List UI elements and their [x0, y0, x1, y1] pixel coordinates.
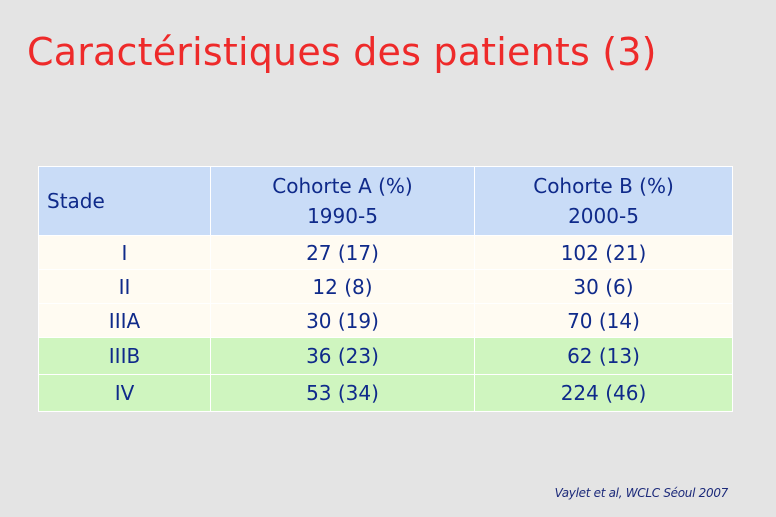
- table-row-highlighted: IV 53 (34) 224 (46): [38, 374, 733, 412]
- cohort-a-cell: 36 (23): [210, 337, 475, 375]
- table-row-highlighted: IIIB 36 (23) 62 (13): [38, 337, 733, 375]
- cohort-b-cell: 102 (21): [474, 235, 733, 270]
- table-row: IIIA 30 (19) 70 (14): [38, 303, 733, 338]
- slide-title: Caractéristiques des patients (3): [27, 30, 657, 74]
- source-citation: Vaylet et al, WCLC Séoul 2007: [554, 486, 729, 500]
- patient-stage-table: Stade Cohorte A (%) 1990-5 Cohorte B (%)…: [38, 166, 733, 412]
- cohort-a-cell: 30 (19): [210, 303, 475, 338]
- header-cohort-b-period: 2000-5: [568, 204, 639, 228]
- cohort-a-cell: 53 (34): [210, 374, 475, 412]
- cohort-a-cell: 27 (17): [210, 235, 475, 270]
- header-stade: Stade: [38, 166, 211, 236]
- cohort-b-cell: 62 (13): [474, 337, 733, 375]
- cohort-a-cell: 12 (8): [210, 269, 475, 304]
- stage-cell: I: [38, 235, 211, 270]
- cohort-b-cell: 30 (6): [474, 269, 733, 304]
- header-cohort-b-label: Cohorte B (%): [533, 174, 674, 198]
- table-row: II 12 (8) 30 (6): [38, 269, 733, 304]
- header-cohort-b: Cohorte B (%) 2000-5: [474, 166, 733, 236]
- header-cohort-a: Cohorte A (%) 1990-5: [210, 166, 475, 236]
- header-cohort-a-period: 1990-5: [307, 204, 378, 228]
- cohort-b-cell: 70 (14): [474, 303, 733, 338]
- table-header-row: Stade Cohorte A (%) 1990-5 Cohorte B (%)…: [38, 166, 733, 236]
- stage-cell: II: [38, 269, 211, 304]
- header-cohort-a-label: Cohorte A (%): [272, 174, 413, 198]
- stage-cell: IIIA: [38, 303, 211, 338]
- stage-cell: IV: [38, 374, 211, 412]
- cohort-b-cell: 224 (46): [474, 374, 733, 412]
- stage-cell: IIIB: [38, 337, 211, 375]
- table-row: I 27 (17) 102 (21): [38, 235, 733, 270]
